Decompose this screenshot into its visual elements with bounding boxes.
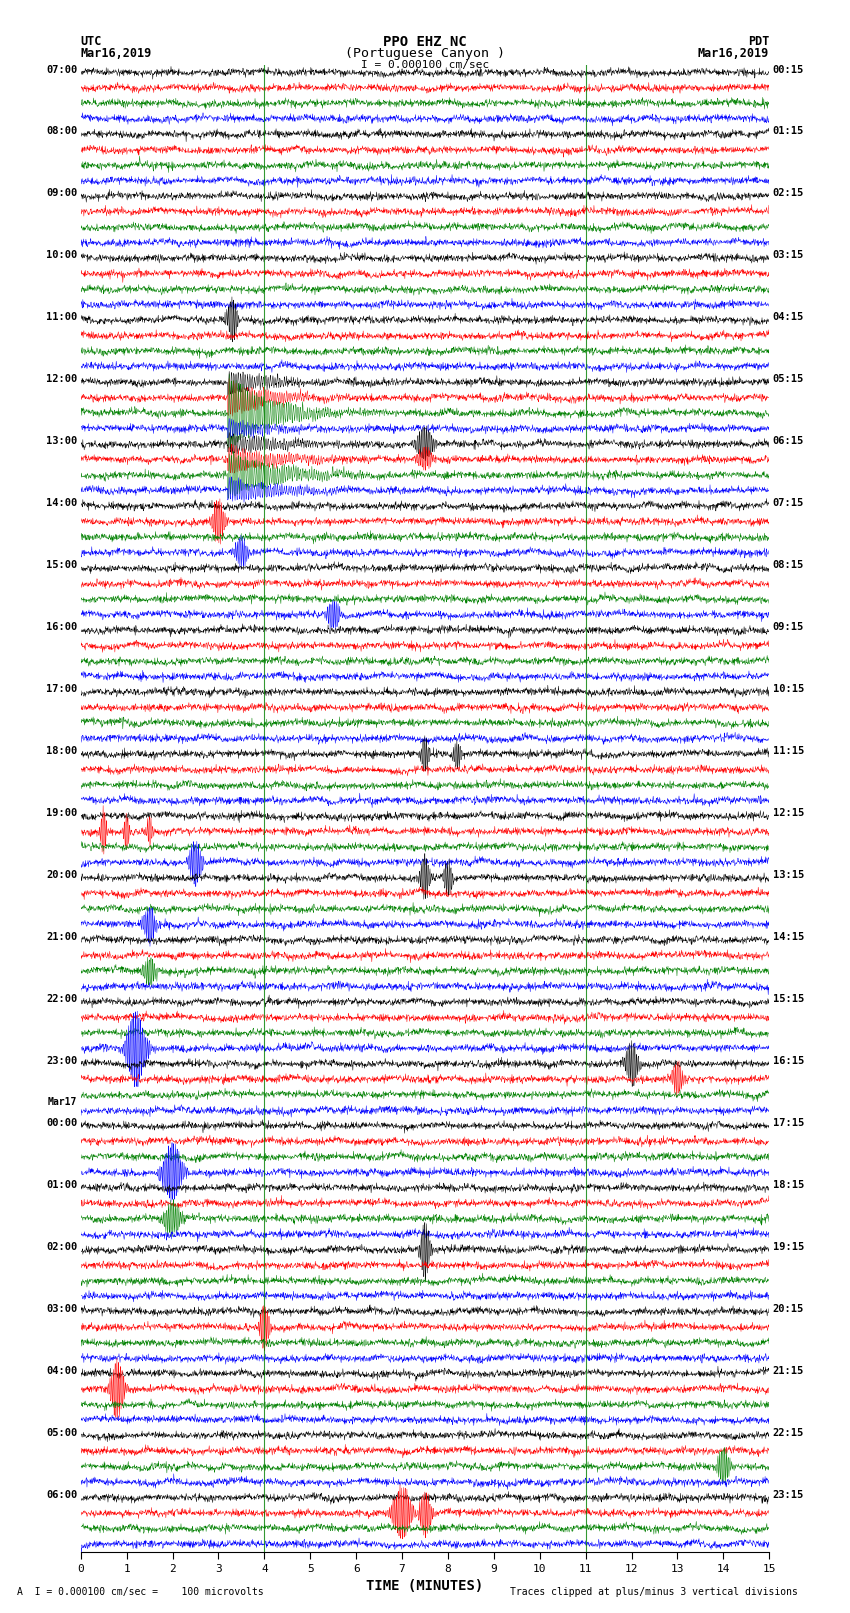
- Text: 01:15: 01:15: [773, 126, 804, 137]
- Text: 07:00: 07:00: [46, 65, 77, 74]
- Text: 12:00: 12:00: [46, 374, 77, 384]
- Text: 18:15: 18:15: [773, 1181, 804, 1190]
- Text: 00:15: 00:15: [773, 65, 804, 74]
- Text: 13:15: 13:15: [773, 869, 804, 881]
- Text: 06:15: 06:15: [773, 436, 804, 447]
- Text: 19:00: 19:00: [46, 808, 77, 818]
- Text: 20:00: 20:00: [46, 869, 77, 881]
- X-axis label: TIME (MINUTES): TIME (MINUTES): [366, 1579, 484, 1594]
- Text: 16:15: 16:15: [773, 1057, 804, 1066]
- Text: 17:15: 17:15: [773, 1118, 804, 1127]
- Text: 06:00: 06:00: [46, 1490, 77, 1500]
- Text: 15:00: 15:00: [46, 560, 77, 571]
- Text: 09:00: 09:00: [46, 189, 77, 198]
- Text: 15:15: 15:15: [773, 994, 804, 1003]
- Text: 05:00: 05:00: [46, 1428, 77, 1437]
- Text: Traces clipped at plus/minus 3 vertical divisions: Traces clipped at plus/minus 3 vertical …: [510, 1587, 798, 1597]
- Text: (Portuguese Canyon ): (Portuguese Canyon ): [345, 47, 505, 60]
- Text: 04:15: 04:15: [773, 313, 804, 323]
- Text: 11:00: 11:00: [46, 313, 77, 323]
- Text: 01:00: 01:00: [46, 1181, 77, 1190]
- Text: 02:15: 02:15: [773, 189, 804, 198]
- Text: 23:15: 23:15: [773, 1490, 804, 1500]
- Text: 10:15: 10:15: [773, 684, 804, 694]
- Text: PDT: PDT: [748, 35, 769, 48]
- Text: 03:00: 03:00: [46, 1303, 77, 1315]
- Text: 09:15: 09:15: [773, 623, 804, 632]
- Text: 20:15: 20:15: [773, 1303, 804, 1315]
- Text: 12:15: 12:15: [773, 808, 804, 818]
- Text: 16:00: 16:00: [46, 623, 77, 632]
- Text: Mar17: Mar17: [48, 1097, 77, 1107]
- Text: 07:15: 07:15: [773, 498, 804, 508]
- Text: 23:00: 23:00: [46, 1057, 77, 1066]
- Text: Mar16,2019: Mar16,2019: [81, 47, 152, 60]
- Text: 14:00: 14:00: [46, 498, 77, 508]
- Text: 13:00: 13:00: [46, 436, 77, 447]
- Text: 10:00: 10:00: [46, 250, 77, 260]
- Text: 08:15: 08:15: [773, 560, 804, 571]
- Text: 17:00: 17:00: [46, 684, 77, 694]
- Text: 05:15: 05:15: [773, 374, 804, 384]
- Text: 14:15: 14:15: [773, 932, 804, 942]
- Text: 21:15: 21:15: [773, 1366, 804, 1376]
- Text: PPO EHZ NC: PPO EHZ NC: [383, 35, 467, 50]
- Text: I = 0.000100 cm/sec: I = 0.000100 cm/sec: [361, 60, 489, 69]
- Text: 22:00: 22:00: [46, 994, 77, 1003]
- Text: 22:15: 22:15: [773, 1428, 804, 1437]
- Text: 02:00: 02:00: [46, 1242, 77, 1252]
- Text: Mar16,2019: Mar16,2019: [698, 47, 769, 60]
- Text: 18:00: 18:00: [46, 747, 77, 756]
- Text: 03:15: 03:15: [773, 250, 804, 260]
- Text: UTC: UTC: [81, 35, 102, 48]
- Text: 21:00: 21:00: [46, 932, 77, 942]
- Text: A  I = 0.000100 cm/sec =    100 microvolts: A I = 0.000100 cm/sec = 100 microvolts: [17, 1587, 264, 1597]
- Text: 04:00: 04:00: [46, 1366, 77, 1376]
- Text: 19:15: 19:15: [773, 1242, 804, 1252]
- Text: 11:15: 11:15: [773, 747, 804, 756]
- Text: 08:00: 08:00: [46, 126, 77, 137]
- Text: 00:00: 00:00: [46, 1118, 77, 1127]
